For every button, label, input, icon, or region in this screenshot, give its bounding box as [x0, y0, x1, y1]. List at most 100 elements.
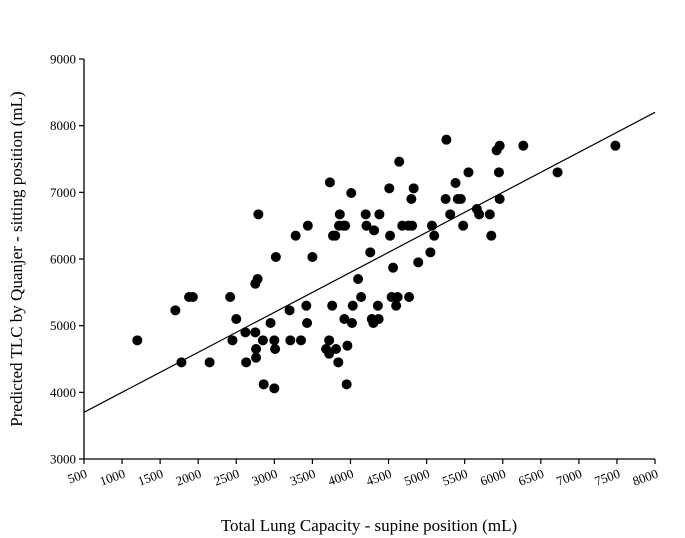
data-point — [518, 140, 529, 151]
x-tick-label: 1000 — [98, 466, 128, 489]
y-axis-title: Predicted TLC by Quanjer - sitting posit… — [7, 91, 26, 426]
data-point — [441, 134, 452, 145]
data-point — [408, 183, 419, 194]
y-tick-label: 3000 — [50, 452, 76, 467]
data-point — [365, 247, 376, 258]
data-point — [132, 335, 143, 346]
x-tick-label: 1500 — [136, 466, 166, 489]
data-point — [463, 167, 474, 178]
y-tick-label: 4000 — [50, 385, 76, 400]
data-point — [610, 140, 621, 151]
y-tick-label: 6000 — [50, 252, 76, 267]
x-axis-ticks: 500 1000 1500 2000 2500 3000 3500 4000 4500 5000 5… — [66, 459, 660, 489]
data-point — [486, 230, 497, 241]
data-point — [252, 274, 263, 284]
data-point — [458, 220, 469, 231]
data-point — [301, 300, 312, 311]
x-tick-label: 8000 — [630, 466, 660, 489]
data-point — [356, 292, 367, 302]
data-point — [361, 220, 372, 231]
y-axis-ticks: 3000 4000 5000 6000 7000 8000 9000 — [50, 52, 84, 467]
data-point — [384, 183, 395, 194]
x-tick-label: 500 — [66, 466, 89, 487]
data-point — [339, 314, 350, 324]
data-point — [388, 262, 399, 273]
data-point — [204, 357, 215, 368]
data-point — [265, 318, 276, 328]
data-point — [385, 230, 396, 241]
data-point — [340, 220, 351, 231]
y-tick-label: 9000 — [50, 52, 76, 67]
x-tick-label: 2000 — [174, 466, 204, 489]
data-point — [333, 357, 344, 368]
data-point — [484, 209, 495, 220]
data-point — [257, 335, 268, 346]
data-point — [360, 209, 371, 220]
data-point — [455, 194, 466, 204]
data-point — [392, 292, 403, 302]
data-point — [330, 230, 341, 241]
x-axis-title: Total Lung Capacity - supine position (m… — [221, 516, 517, 535]
regression-line — [83, 111, 656, 413]
data-point — [450, 178, 461, 188]
data-point — [270, 252, 281, 262]
data-point — [324, 177, 335, 188]
x-tick-label: 7500 — [592, 466, 622, 489]
data-point — [170, 305, 181, 316]
data-points — [132, 134, 621, 394]
data-point — [240, 327, 251, 338]
data-point — [253, 209, 264, 220]
data-point — [372, 300, 383, 311]
data-point — [346, 318, 357, 328]
data-point — [404, 292, 415, 302]
data-point — [413, 257, 424, 268]
data-point — [406, 194, 417, 204]
x-tick-label: 4500 — [364, 466, 394, 489]
data-point — [231, 314, 242, 324]
data-point — [250, 327, 261, 338]
x-tick-label: 2500 — [212, 466, 242, 489]
data-point — [324, 335, 335, 346]
data-point — [327, 300, 338, 311]
x-tick-label: 6000 — [478, 466, 508, 489]
data-point — [187, 292, 198, 302]
data-point — [394, 156, 405, 167]
data-point — [346, 188, 357, 198]
data-point — [227, 335, 238, 346]
data-point — [295, 335, 306, 346]
x-tick-label: 5500 — [440, 466, 470, 489]
data-point — [429, 230, 440, 241]
data-point — [270, 344, 281, 354]
data-point — [342, 340, 353, 351]
y-tick-label: 5000 — [50, 318, 76, 333]
data-point — [369, 225, 380, 236]
data-point — [373, 314, 384, 324]
data-point — [302, 318, 313, 328]
x-tick-label: 3500 — [288, 466, 318, 489]
data-point — [225, 292, 236, 302]
data-point — [407, 220, 418, 231]
x-tick-label: 6500 — [516, 466, 546, 489]
data-point — [285, 335, 296, 346]
data-point — [552, 167, 563, 178]
data-point — [284, 305, 295, 316]
data-point — [353, 274, 364, 284]
y-tick-label: 8000 — [50, 118, 76, 133]
data-point — [341, 379, 352, 390]
data-point — [331, 344, 342, 354]
data-point — [307, 252, 318, 262]
data-point — [258, 379, 269, 390]
data-point — [302, 220, 313, 231]
x-tick-label: 4000 — [326, 466, 356, 489]
data-point — [391, 300, 402, 311]
axes — [83, 59, 655, 460]
data-point — [445, 209, 456, 220]
data-point — [334, 209, 345, 220]
x-tick-label: 3000 — [250, 466, 280, 489]
data-point — [425, 247, 436, 258]
x-tick-label: 7000 — [554, 466, 584, 489]
data-point — [493, 167, 504, 178]
data-point — [269, 383, 280, 394]
data-point — [440, 194, 451, 204]
